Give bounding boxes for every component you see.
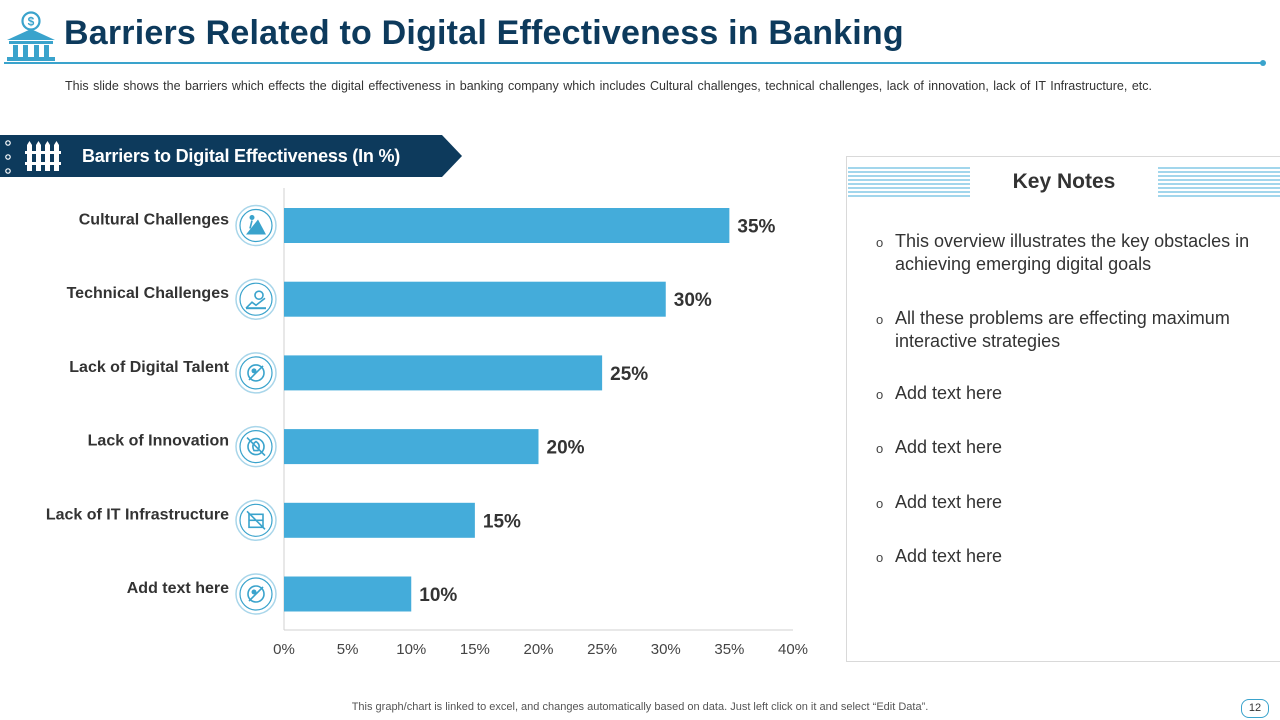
bar-value-label: 10%	[419, 585, 457, 606]
chart-banner-label: Barriers to Digital Effectiveness (In %)	[82, 146, 401, 166]
key-note-item: o Add text here	[876, 436, 1256, 460]
title-divider	[4, 62, 1262, 64]
x-tick-label: 5%	[337, 641, 359, 658]
base-shape	[246, 307, 266, 310]
bank-logo-icon: $	[7, 11, 55, 61]
x-tick-label: 25%	[587, 641, 617, 658]
key-note-text: Add text here	[895, 492, 1003, 512]
page-title: Barriers Related to Digital Effectivenes…	[64, 14, 904, 52]
title-divider-dot	[1260, 60, 1266, 66]
ring-shape	[247, 437, 265, 456]
bar	[284, 355, 603, 391]
barrier-bar-chart: 0% 5% 10% 15% 20% 25% 30% 35% 40% 35% Cultural Cha…	[46, 188, 808, 658]
gear-shape	[254, 290, 264, 300]
innovation-icon	[235, 425, 277, 468]
x-tick-label: 10%	[396, 641, 426, 658]
category-label: Cultural Challenges	[79, 212, 229, 229]
blocked-icon	[235, 573, 277, 615]
banner-dots-icon	[5, 140, 11, 174]
page-number: 12	[1241, 699, 1269, 718]
category-label: Technical Challenges	[67, 285, 230, 302]
bullet-icon: o	[876, 235, 884, 250]
chart-banner	[0, 135, 462, 177]
slash-shape	[248, 586, 264, 602]
key-note-text: All these problems are effecting maximum…	[895, 308, 1230, 351]
slash-shape	[246, 510, 266, 530]
growth-line	[245, 297, 266, 309]
bar-value-label: 35%	[737, 217, 775, 238]
x-tick-label: 35%	[714, 641, 744, 658]
bullet-icon: o	[876, 387, 884, 402]
bar-value-label: 20%	[547, 438, 585, 459]
notes-panel-border-top	[846, 156, 1280, 157]
key-note-item: o All these problems are effecting maxim…	[876, 307, 1256, 353]
category-label: Lack of IT Infrastructure	[46, 506, 229, 523]
key-note-item: o Add text here	[876, 545, 1256, 569]
bar-value-label: 30%	[674, 290, 712, 311]
key-notes-title: Key Notes	[1012, 170, 1116, 193]
notes-panel-border-bottom	[846, 661, 1280, 662]
gear-growth-icon	[235, 278, 277, 320]
bar-value-label: 15%	[483, 511, 521, 532]
ring-shape	[247, 585, 265, 603]
notes-title-stripes-right	[1158, 167, 1280, 197]
footer-note: This graph/chart is linked to excel, and…	[351, 701, 929, 713]
mountain-shape	[246, 219, 266, 235]
bullet-icon: o	[876, 441, 884, 456]
person-head	[251, 589, 257, 595]
category-label: Lack of Innovation	[88, 433, 229, 450]
key-note-text: Add text here	[895, 546, 1003, 566]
x-tick-label: 20%	[523, 641, 553, 658]
x-tick-label: 40%	[778, 641, 808, 658]
bullet-icon: o	[876, 312, 884, 327]
no-infrastructure-icon	[235, 499, 277, 542]
category-label: Lack of Digital Talent	[69, 359, 229, 376]
climbing-icon	[235, 204, 277, 247]
bar-value-label: 25%	[610, 364, 648, 385]
svg-text:$: $	[28, 15, 35, 29]
climber-body	[249, 220, 253, 229]
key-note-text: This overview illustrates the key obstac…	[895, 231, 1250, 274]
bar	[284, 208, 730, 243]
bar	[284, 576, 412, 612]
category-label: Add text here	[127, 580, 229, 597]
slash-shape	[248, 365, 264, 381]
key-note-text: Add text here	[895, 437, 1003, 457]
bar	[284, 429, 539, 465]
bar	[284, 502, 475, 538]
climber-head	[249, 215, 255, 220]
slash-shape	[246, 437, 266, 457]
ring-shape	[247, 364, 265, 382]
x-tick-label: 30%	[651, 641, 681, 658]
no-talent-icon	[235, 352, 277, 394]
bullet-icon: o	[876, 550, 884, 565]
person-head	[251, 368, 257, 374]
notes-panel-border-left	[846, 156, 847, 662]
bar	[284, 281, 666, 317]
x-tick-label: 15%	[460, 641, 490, 658]
barrier-fence-icon	[25, 141, 61, 171]
icon-inner-ring	[239, 282, 273, 316]
key-note-item: o Add text here	[876, 491, 1256, 515]
notes-title-stripes-left	[848, 167, 970, 197]
bullet-icon: o	[876, 496, 884, 511]
key-note-item: o Add text here	[876, 382, 1256, 406]
page-subtitle: This slide shows the barriers which effe…	[65, 79, 1152, 93]
key-note-item: o This overview illustrates the key obst…	[876, 230, 1256, 276]
key-note-text: Add text here	[895, 383, 1003, 403]
x-tick-label: 0%	[273, 641, 295, 658]
